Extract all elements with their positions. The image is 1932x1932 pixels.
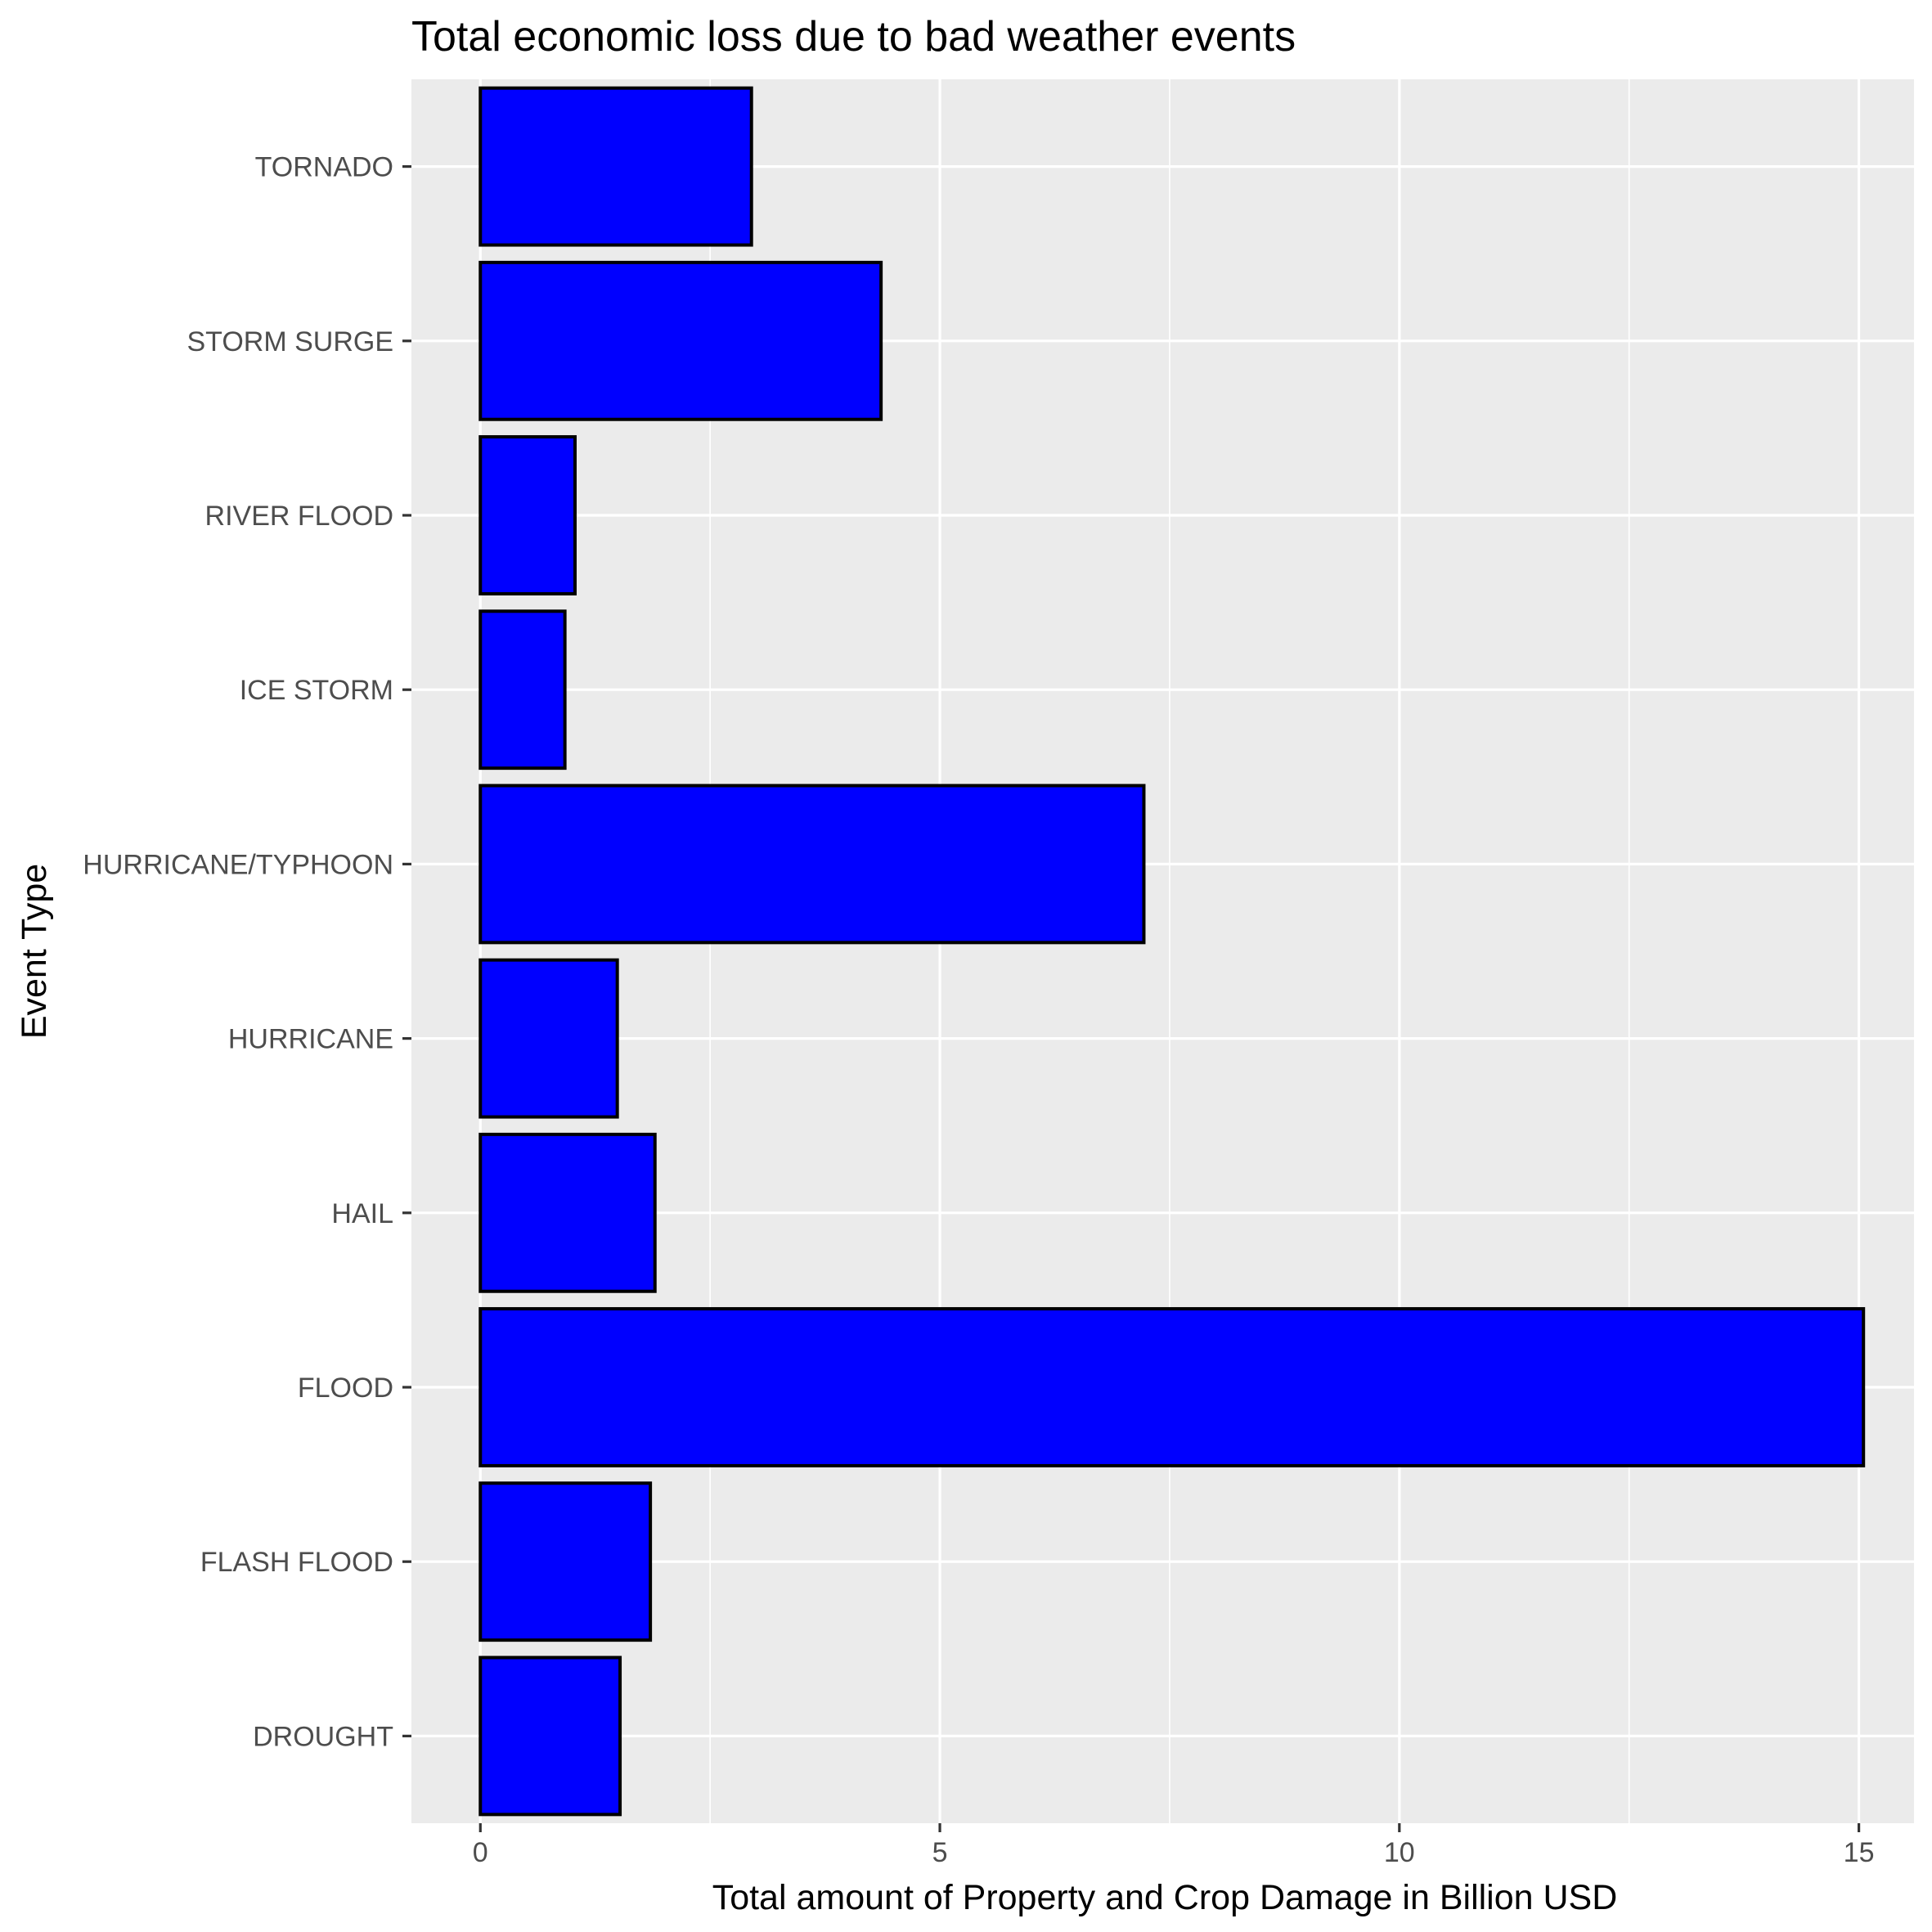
- y-tick-label: DROUGHT: [253, 1721, 393, 1752]
- y-tick-label: FLASH FLOOD: [200, 1547, 393, 1578]
- bar-ice-storm: [479, 609, 567, 771]
- x-axis: 0 5 10 15: [473, 1823, 1875, 1868]
- x-tick-label: 0: [473, 1837, 488, 1868]
- chart-title: Total economic loss due to bad weather e…: [411, 13, 1296, 61]
- y-tick-label: TORNADO: [255, 152, 393, 183]
- x-tick-label: 15: [1844, 1837, 1875, 1868]
- y-tick-label: FLOOD: [298, 1373, 393, 1404]
- y-tick-label: HAIL: [331, 1198, 393, 1229]
- bar-hurricane-typhoon: [479, 784, 1146, 945]
- y-axis-title: Event Type: [15, 864, 54, 1039]
- bars: [479, 86, 1866, 1817]
- bar-storm-surge: [479, 260, 883, 421]
- bar-tornado: [479, 86, 753, 247]
- bar-drought: [479, 1656, 622, 1817]
- y-tick-label: HURRICANE: [228, 1024, 393, 1055]
- x-axis-title: Total amount of Property and Crop Damage…: [712, 1878, 1618, 1917]
- y-tick-label: STORM SURGE: [186, 326, 393, 357]
- y-tick-label: HURRICANE/TYPHOON: [83, 849, 393, 880]
- bar-hail: [479, 1132, 657, 1293]
- y-tick-label: RIVER FLOOD: [205, 501, 393, 532]
- y-tick-label: ICE STORM: [240, 675, 393, 706]
- bar-hurricane: [479, 958, 619, 1119]
- x-tick-label: 10: [1384, 1837, 1415, 1868]
- y-axis: DROUGHT FLASH FLOOD FLOOD HAIL HURRICANE HURR…: [83, 152, 411, 1752]
- bar-river-flood: [479, 435, 577, 595]
- bar-flood: [479, 1307, 1866, 1467]
- x-tick-label: 5: [932, 1837, 948, 1868]
- bar-flash-flood: [479, 1481, 653, 1642]
